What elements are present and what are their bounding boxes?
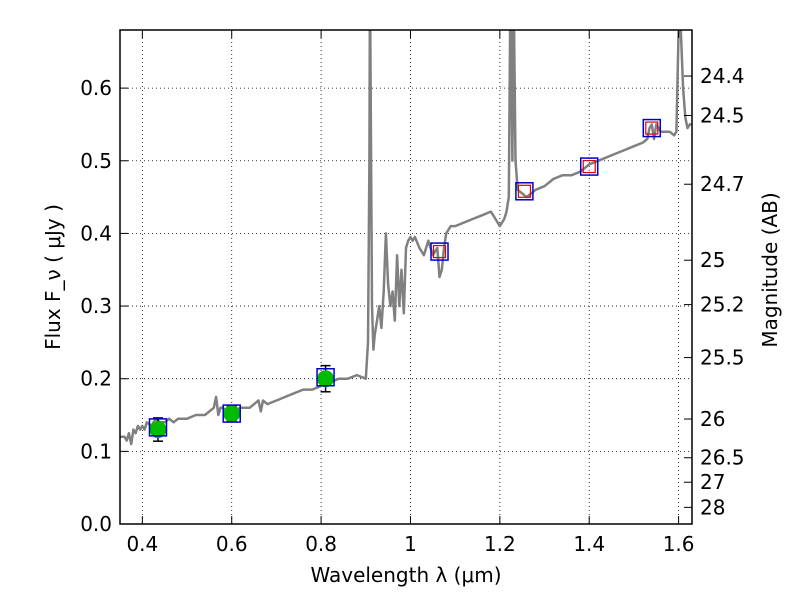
model-photometry-square xyxy=(642,118,662,138)
x-ticks: 0.4 0.6 0.8 1 1.2 1.4 1.6 xyxy=(126,30,695,556)
mag-tick-label: 25.2 xyxy=(700,293,745,317)
model-photometry-square xyxy=(222,404,241,423)
y-ticks: 0.0 0.1 0.2 0.3 0.4 0.5 0.6 xyxy=(80,76,128,536)
y-tick-label: 0.4 xyxy=(80,221,112,245)
x-tick-label: 0.8 xyxy=(305,532,337,556)
x-tick-label: 0.6 xyxy=(216,532,248,556)
plot-frame xyxy=(119,29,693,525)
y-axis-label: Flux F_ν ( μJy ) xyxy=(41,204,65,350)
model-photometry-square xyxy=(316,368,335,387)
model-photometry-square xyxy=(430,242,449,261)
mag-tick-label: 24.5 xyxy=(700,104,745,128)
y-tick-label: 0.1 xyxy=(80,439,112,463)
mag-tick-label: 24.7 xyxy=(700,172,745,196)
x-tick-label: 1.4 xyxy=(573,532,605,556)
model-photometry-square xyxy=(579,157,599,176)
mag-tick-label: 26 xyxy=(700,407,725,431)
mag-tick-label: 24.4 xyxy=(700,64,745,88)
observed-point xyxy=(223,405,241,423)
points-layer xyxy=(148,118,662,442)
upper-limit-square xyxy=(645,121,659,135)
y-tick-label: 0.6 xyxy=(80,76,112,100)
mag-tick-label: 25.5 xyxy=(700,346,745,370)
x-tick-label: 0.4 xyxy=(126,532,158,556)
mag-tick-label: 28 xyxy=(700,495,725,519)
y-tick-label: 0.0 xyxy=(80,512,112,536)
y-tick-label: 0.2 xyxy=(80,367,112,391)
right-axis-label: Magnitude (AB) xyxy=(758,192,782,347)
mag-tick-label: 25 xyxy=(700,248,725,272)
sed-model-line xyxy=(120,30,692,446)
upper-limit-square xyxy=(432,244,447,259)
mag-tick-label: 27 xyxy=(700,470,725,494)
x-tick-label: 1.6 xyxy=(663,532,695,556)
model-photometry-square xyxy=(148,418,168,437)
x-tick-label: 1 xyxy=(404,532,417,556)
x-tick-label: 1.2 xyxy=(484,532,516,556)
mag-tick-label: 26.5 xyxy=(700,446,745,470)
y-tick-label: 0.3 xyxy=(80,294,112,318)
observed-point xyxy=(317,370,335,388)
model-photometry-square xyxy=(515,182,534,201)
upper-limit-square xyxy=(582,159,596,174)
upper-limit-square xyxy=(517,184,532,198)
sed-line-layer xyxy=(120,30,692,446)
x-axis-label: Wavelength λ (μm) xyxy=(310,563,501,587)
y-tick-label: 0.5 xyxy=(80,149,112,173)
